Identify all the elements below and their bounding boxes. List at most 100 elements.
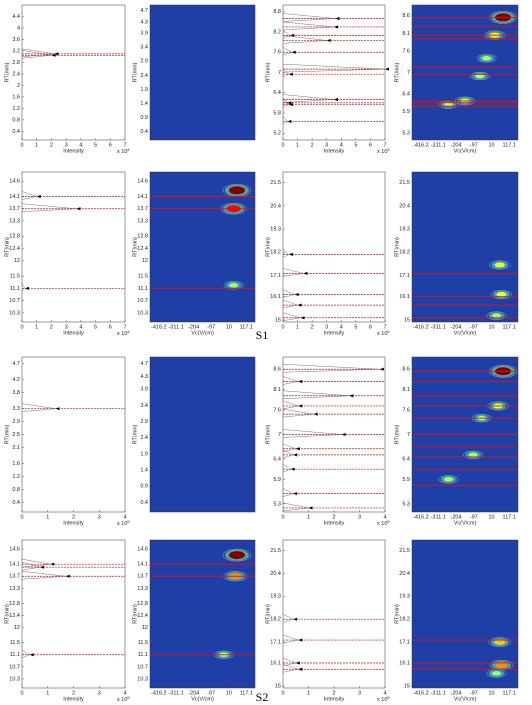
y-tick-label: 7.6 <box>402 407 410 413</box>
plot-area <box>22 172 125 322</box>
x-tick-label: -416.2 <box>151 690 167 696</box>
y-tick-label: 1.9 <box>140 451 148 457</box>
y-tick-label: 3.4 <box>140 403 148 409</box>
spot-contour <box>469 71 490 81</box>
y-tick-label: 20.4 <box>270 571 281 577</box>
plot-area <box>283 5 385 140</box>
panel: 15 16.1 17.1 18.2 19.3 20.4 21.5 RT(min) 0 1 2 3 4 In… <box>265 539 390 703</box>
plot-area <box>22 540 125 688</box>
y-tick-label: 12.4 <box>9 246 20 252</box>
y-tick-label: 0.8 <box>12 487 20 493</box>
y-tick-label: 20.4 <box>270 203 281 209</box>
y-axis-label: RT(min) <box>132 237 138 257</box>
x-tick-label: 4 <box>340 324 343 330</box>
arrow <box>308 506 313 510</box>
arrow <box>290 33 295 37</box>
x-axis-label: Intensity <box>324 520 345 526</box>
x-tick-label: -416.2 <box>413 142 429 148</box>
y-axis-label: RT(min) <box>4 62 10 82</box>
panel: 0.4 0.9 1.4 1.9 2.4 2.9 3.4 3.9 4.3 4.7 RT(min) <box>132 4 256 141</box>
y-axis-label: RT(min) <box>4 237 10 257</box>
y-tick-label: 2.4 <box>140 435 148 441</box>
arrow <box>295 661 300 665</box>
x-tick-label: -311.1 <box>431 324 446 330</box>
y-tick-label: 5.3 <box>402 130 410 136</box>
x-tick-label: 10 <box>488 142 494 148</box>
y-tick-label: 0.4 <box>12 129 20 135</box>
panel: 1516.117.118.219.320.421.5RT(min)-416.2-… <box>394 171 519 336</box>
spot <box>494 262 505 268</box>
x-tick-label: 4 <box>123 690 126 696</box>
axis-scale: x 104 <box>117 329 130 337</box>
arrow <box>290 467 295 471</box>
y-tick-label: 6.4 <box>402 91 410 97</box>
x-tick-label: 10 <box>226 690 232 696</box>
y-tick-label: 4.7 <box>140 361 148 367</box>
y-tick-label: 13.7 <box>137 574 148 580</box>
x-tick-label: 1 <box>46 690 49 696</box>
y-tick-label: 11.1 <box>138 286 148 292</box>
y-axis-label: RT(min) <box>265 237 271 257</box>
y-axis-label: RT(min) <box>394 237 400 257</box>
y-tick-label: 10.3 <box>137 676 148 682</box>
arrow <box>293 617 298 621</box>
x-axis-label: Vc(V/cm) <box>454 696 477 702</box>
heatmap-background <box>150 540 255 688</box>
y-tick-label: 1.2 <box>12 474 20 480</box>
heatmap-background <box>150 172 255 322</box>
axis-scale: x 105 <box>377 519 390 527</box>
panel: 10.310.711.111.51212.412.813.313.714.114… <box>4 171 130 337</box>
panel: 0.4 0.8 1.2 1.6 2.1 2.5 2.9 3.3 3.8 4.2 4.7 RT(min)… <box>4 356 130 527</box>
x-axis-label: Intensity <box>324 330 345 336</box>
x-tick-label: 1 <box>35 324 38 330</box>
y-tick-label: 7.6 <box>273 407 281 413</box>
x-tick-label: 4 <box>383 514 386 520</box>
y-tick-label: 1.6 <box>12 94 20 100</box>
spot-contour <box>476 54 497 63</box>
y-tick-label: 18.2 <box>270 617 281 623</box>
y-tick-label: 4.7 <box>140 8 148 14</box>
y-tick-label: 15 <box>275 683 281 689</box>
y-tick-label: 12 <box>142 258 148 264</box>
y-tick-label: 1.4 <box>140 467 148 473</box>
x-tick-label: 2 <box>311 142 314 148</box>
x-tick-label: 4 <box>123 514 126 520</box>
frame <box>149 356 256 513</box>
y-tick-label: 10.7 <box>137 298 148 304</box>
x-axis-label: Intensity <box>63 330 84 336</box>
arrow <box>76 207 81 211</box>
axis-scale: x 104 <box>117 147 130 155</box>
x-tick-label: 7 <box>123 142 126 148</box>
x-tick-label: 117.1 <box>503 324 516 330</box>
y-tick-label: 1.2 <box>12 106 20 112</box>
axis-scale-base: x 10 <box>117 331 127 337</box>
arrow <box>29 653 34 657</box>
x-axis-label: Vc(V/cm) <box>191 330 214 336</box>
y-tick-label: 4.4 <box>12 14 20 20</box>
heatmap-background <box>150 5 255 140</box>
y-tick-label: 21.5 <box>270 548 281 554</box>
arrow <box>303 271 308 276</box>
arrow <box>51 53 56 57</box>
frame <box>149 4 256 141</box>
y-tick-label: 5.9 <box>402 477 410 483</box>
x-tick-label: 2 <box>72 690 75 696</box>
panel: 5.2 5.8 6.4 7 7.6 8.2 8.8 RT(min) 0 1 2 3 4 5 6 7 Intens… <box>265 4 390 155</box>
y-tick-label: 7 <box>407 70 410 76</box>
y-tick-label: 5.9 <box>273 477 281 483</box>
y-tick-label: 19.3 <box>270 594 281 600</box>
group-label: S2 <box>256 690 269 704</box>
y-axis-label: RT(min) <box>265 62 271 82</box>
x-axis-label: Intensity <box>324 148 345 154</box>
axis-scale-exponent: 5 <box>387 695 390 700</box>
x-tick-label: 7 <box>383 142 386 148</box>
spot <box>495 662 508 669</box>
x-axis-label: Vc(V/cm) <box>454 148 477 154</box>
y-tick-label: 7 <box>278 70 281 76</box>
x-tick-label: 6 <box>369 324 372 330</box>
y-tick-label: 2.9 <box>140 59 148 65</box>
y-tick-label: 10.3 <box>9 310 20 316</box>
x-tick-label: -204 <box>451 514 462 520</box>
y-tick-label: 0.9 <box>140 115 148 121</box>
panel: 5.3 5.9 6.4 7 7.6 8.1 8.6 RT(min) 0 1 2 3 4 Intensity… <box>265 356 390 527</box>
